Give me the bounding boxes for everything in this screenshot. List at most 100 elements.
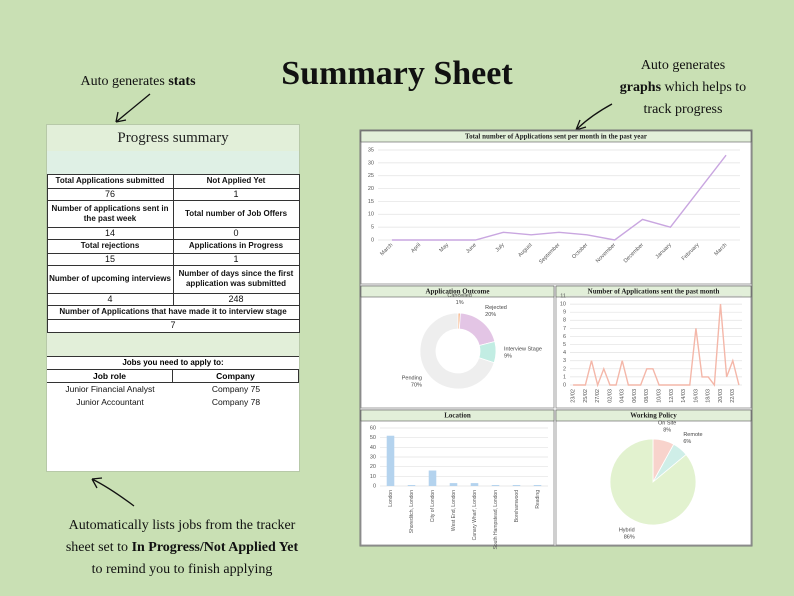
- x-tick-label: July: [495, 242, 506, 253]
- y-tick-label: 10: [560, 302, 566, 308]
- slice-value-label: 9%: [504, 354, 512, 360]
- annotation-line: Automatically lists jobs from the tracke…: [69, 518, 296, 533]
- panel-title: Progress summary: [47, 125, 299, 151]
- slice-label: On Site: [658, 421, 676, 427]
- x-tick-label: 16/03: [693, 389, 699, 403]
- slice-value-label: 20%: [485, 312, 496, 318]
- chart-title: Total number of Applications sent per mo…: [465, 133, 647, 141]
- y-tick-label: 0: [371, 237, 374, 243]
- chart-title-bar: [360, 130, 752, 143]
- slice-label: Pending: [402, 376, 422, 382]
- stat-label: Total rejections: [46, 238, 174, 254]
- y-tick-label: 10: [368, 212, 374, 218]
- y-tick-label: 2: [563, 366, 566, 372]
- x-tick-label: May: [438, 242, 450, 254]
- progress-panel: Progress summary Total Applications subm…: [46, 124, 300, 472]
- arrows: [91, 93, 613, 507]
- chart-title: Working Policy: [630, 412, 677, 420]
- slice-value-label: 86%: [624, 535, 635, 541]
- arrow: [91, 477, 135, 507]
- x-tick-label: 20/03: [718, 389, 724, 403]
- y-tick-label: 15: [368, 199, 374, 205]
- jobs-header: Company: [173, 370, 299, 383]
- chart-title-bar: [360, 285, 555, 298]
- slice-value-label: 6%: [683, 439, 691, 445]
- jobs-title: Jobs you need to apply to:: [47, 356, 299, 370]
- chart-title: Location: [444, 412, 471, 420]
- y-tick-label: 6: [563, 334, 566, 340]
- x-tick-label: Canary Wharf, London: [472, 490, 478, 541]
- y-tick-label: 4: [563, 350, 566, 356]
- x-tick-label: 18/03: [706, 389, 712, 403]
- y-tick-label: 40: [370, 445, 376, 451]
- line-series: [573, 304, 740, 388]
- x-tick-label: 04/03: [620, 389, 626, 403]
- chart-frame: [360, 130, 752, 285]
- annotation-text: Auto generates: [641, 58, 725, 73]
- jobs-table: Job role Company Junior Financial Analyst C…: [47, 370, 299, 409]
- slice-label: Hybrid: [619, 528, 635, 534]
- y-tick-label: 50: [370, 435, 376, 441]
- x-tick-label: Reading: [535, 490, 541, 509]
- annotation-line: graphs which helps to: [620, 80, 746, 95]
- x-tick-label: South Hampstead, London: [493, 490, 499, 550]
- slice-label: Remote: [683, 432, 702, 438]
- slice-value-label: 1%: [456, 300, 464, 306]
- jobs-cell: Junior Accountant: [76, 397, 144, 407]
- y-tick-label: 25: [368, 173, 374, 179]
- x-tick-label: 27/02: [595, 389, 601, 403]
- x-tick-label: 23/02: [571, 389, 577, 403]
- y-tick-label: 8: [563, 318, 566, 324]
- jobs-cell: Company 75: [211, 384, 261, 394]
- y-tick-label: 9: [563, 310, 566, 316]
- y-tick-label: 10: [370, 474, 376, 480]
- stat-label: Not Applied Yet: [172, 173, 300, 189]
- y-tick-label: 30: [370, 454, 376, 460]
- stat-label: Number of Applications that have made it…: [46, 304, 300, 320]
- chart-title: Number of Applications sent the past mon…: [588, 288, 720, 296]
- annotation-text: stats: [168, 74, 196, 89]
- jobs-cell: Junior Financial Analyst: [65, 384, 155, 394]
- x-tick-label: City of London: [430, 490, 436, 522]
- annotation-text: Auto generates: [80, 74, 168, 89]
- annotation-text: track progress: [644, 102, 723, 117]
- arrow: [115, 93, 151, 123]
- slice-label: Cancelled: [447, 293, 471, 299]
- annotation-text: sheet set to: [66, 540, 132, 555]
- slice: [419, 312, 495, 390]
- x-tick-label: 14/03: [681, 389, 687, 403]
- bar: [512, 485, 521, 486]
- y-tick-label: 11: [560, 293, 566, 299]
- annotation-text: which helps to: [661, 80, 746, 95]
- x-tick-label: 22/03: [730, 389, 736, 403]
- y-tick-label: 0: [563, 382, 566, 388]
- x-tick-label: Borehamwood: [514, 490, 520, 522]
- y-tick-label: 5: [371, 225, 374, 231]
- page-title: Summary Sheet: [281, 55, 513, 92]
- annotation-text: In Progress/Not Applied Yet: [132, 540, 299, 555]
- y-tick-label: 60: [370, 425, 376, 431]
- x-tick-label: London: [388, 490, 394, 507]
- jobs-cell: Company 78: [211, 397, 261, 407]
- x-tick-label: 02/03: [607, 389, 613, 403]
- annotation-text: Automatically lists jobs from the tracke…: [69, 518, 296, 533]
- annotation-line: sheet set to In Progress/Not Applied Yet: [66, 540, 299, 555]
- bar: [449, 483, 458, 486]
- chart-title-bar: [555, 409, 752, 422]
- x-tick-label: 25/02: [583, 389, 589, 403]
- spacer: [47, 332, 299, 356]
- y-tick-label: 35: [368, 147, 374, 153]
- slice-label: Interview Stage: [504, 347, 542, 353]
- slice-value-label: 8%: [663, 428, 671, 434]
- bar: [470, 483, 479, 486]
- annotation-line: Auto generates stats: [80, 74, 196, 89]
- y-tick-label: 20: [370, 464, 376, 470]
- spacer: [47, 151, 299, 174]
- stats-grid: Total Applications submitted Not Applied …: [46, 173, 300, 333]
- slice-label: Rejected: [485, 305, 507, 311]
- bar: [428, 470, 437, 486]
- x-tick-label: 12/03: [669, 389, 675, 403]
- x-tick-label: West End, London: [451, 490, 457, 531]
- annotation-line: track progress: [644, 102, 723, 117]
- x-tick-label: 10/03: [657, 389, 663, 403]
